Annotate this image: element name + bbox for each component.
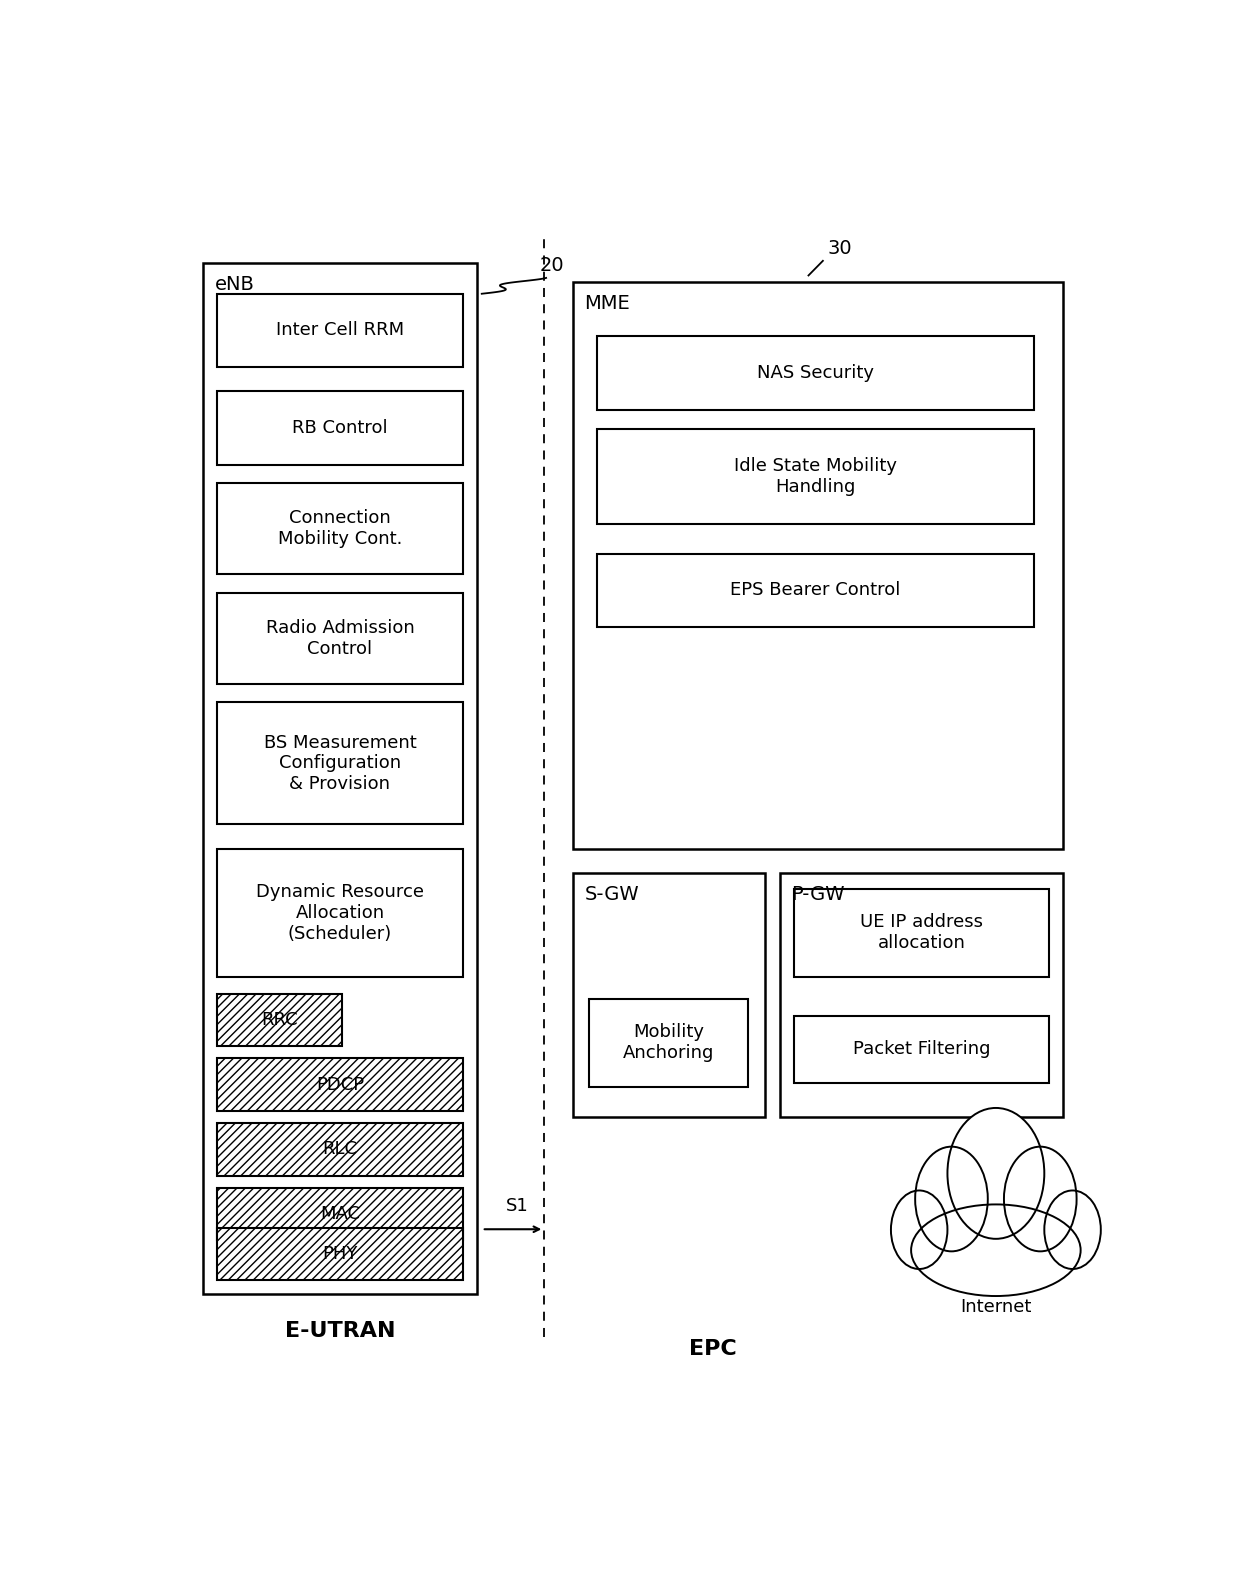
Bar [217,391,463,464]
Text: RLC: RLC [322,1140,357,1158]
Ellipse shape [947,1107,1044,1239]
Bar [217,849,463,977]
Bar [217,483,463,575]
Ellipse shape [911,1204,1080,1296]
Text: S-GW: S-GW [584,885,639,904]
Bar [217,993,342,1047]
Bar [794,1015,1049,1083]
Text: MME: MME [584,293,630,312]
Text: UE IP address
allocation: UE IP address allocation [859,914,983,952]
Text: Connection
Mobility Cont.: Connection Mobility Cont. [278,508,402,548]
Text: eNB: eNB [215,276,254,295]
Text: Inter Cell RRM: Inter Cell RRM [277,322,404,339]
Bar [794,889,1049,977]
Text: 20: 20 [539,257,564,276]
Text: 30: 30 [828,239,852,258]
Text: Mobility
Anchoring: Mobility Anchoring [622,1023,714,1061]
Bar [596,336,1034,410]
Ellipse shape [890,1191,947,1269]
Text: Radio Admission
Control: Radio Admission Control [265,619,414,657]
Bar [573,282,1063,849]
Text: Idle State Mobility
Handling: Idle State Mobility Handling [734,458,898,496]
Text: RRC: RRC [262,1011,299,1030]
Text: Dynamic Resource
Allocation
(Scheduler): Dynamic Resource Allocation (Scheduler) [255,882,424,942]
Text: E-UTRAN: E-UTRAN [285,1321,396,1340]
Bar [217,1228,463,1280]
Text: P-GW: P-GW [791,885,844,904]
Ellipse shape [1044,1191,1101,1269]
Bar [589,1000,748,1087]
Text: NAS Security: NAS Security [758,364,874,382]
Text: PHY: PHY [322,1245,357,1264]
Bar [217,1123,463,1175]
Bar [596,429,1034,524]
Text: EPC: EPC [688,1338,737,1359]
Bar [573,873,765,1117]
Bar [217,1188,463,1240]
Text: RB Control: RB Control [293,418,388,437]
Bar [203,263,477,1294]
Text: Packet Filtering: Packet Filtering [853,1041,991,1058]
Bar [217,1058,463,1110]
Text: EPS Bearer Control: EPS Bearer Control [730,581,901,599]
Bar [217,293,463,367]
Text: PDCP: PDCP [316,1076,365,1093]
Ellipse shape [1004,1147,1076,1251]
Bar [217,702,463,824]
Text: BS Measurement
Configuration
& Provision: BS Measurement Configuration & Provision [264,733,417,794]
Bar [596,553,1034,627]
Text: MAC: MAC [320,1205,360,1223]
Bar [780,873,1063,1117]
Text: S1: S1 [506,1196,528,1215]
Bar [217,592,463,684]
Text: Internet: Internet [960,1297,1032,1316]
Ellipse shape [915,1147,988,1251]
